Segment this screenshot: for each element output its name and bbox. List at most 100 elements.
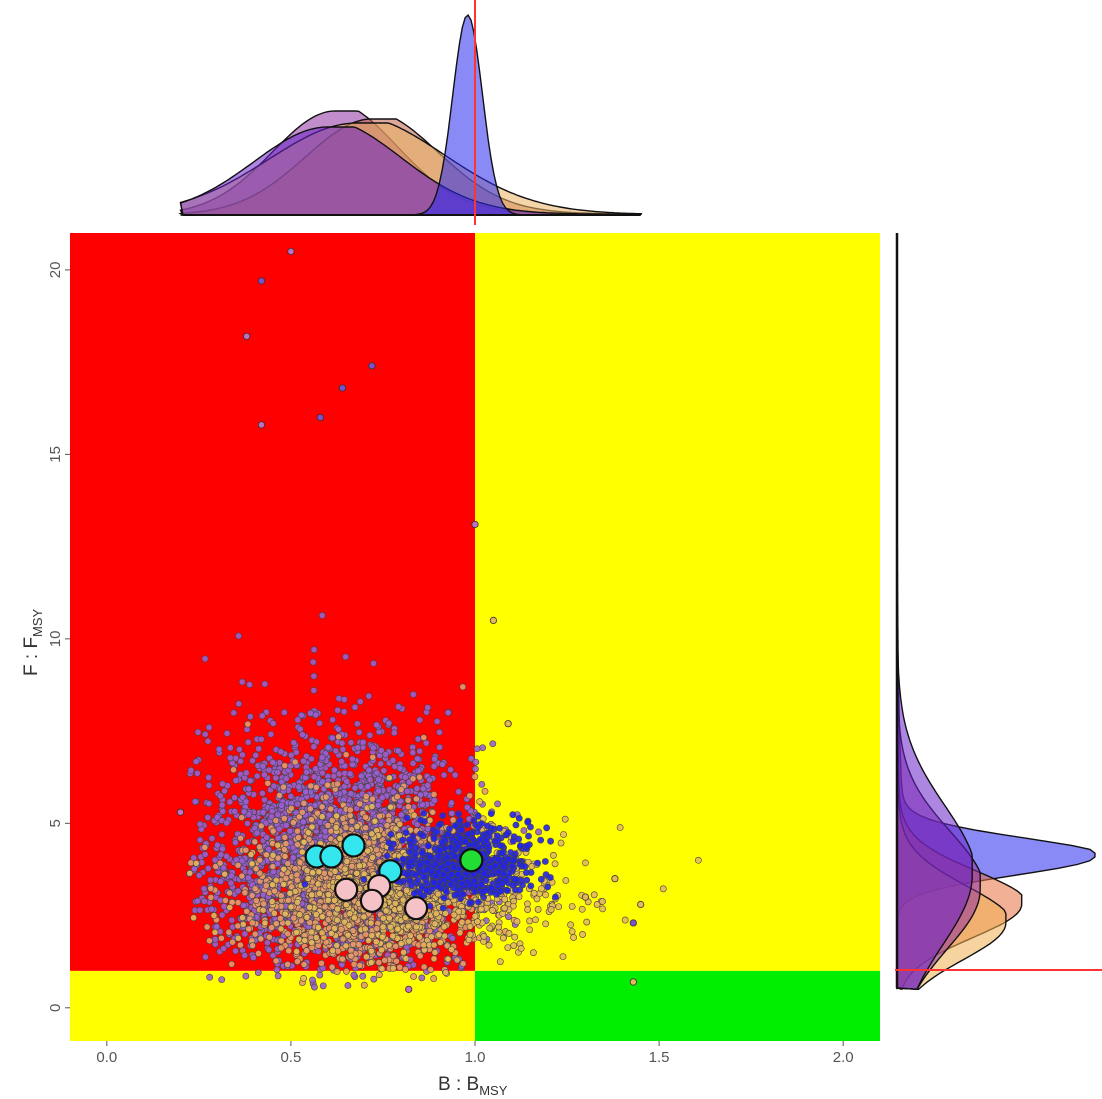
cloud-point-2 (353, 823, 361, 831)
cloud-point-2 (382, 907, 390, 915)
cloud-point-3 (487, 810, 495, 818)
cloud-point-2 (435, 931, 443, 939)
cloud-point-1 (289, 819, 297, 826)
cloud-point-2 (559, 953, 567, 961)
cloud-point-0 (303, 768, 310, 776)
cloud-point-2 (530, 949, 537, 957)
cloud-point-2 (294, 898, 301, 906)
cloud-point-0 (335, 725, 342, 733)
cloud-point-2 (593, 901, 601, 908)
cloud-point-1 (242, 846, 250, 854)
cloud-point-0 (478, 780, 486, 788)
cloud-point-0 (448, 809, 456, 817)
cloud-point-1 (291, 865, 299, 873)
cloud-point-3 (543, 824, 551, 832)
cloud-point-3 (420, 809, 428, 817)
cloud-point-2 (560, 831, 567, 838)
cloud-point-1 (256, 869, 264, 877)
cloud-point-1 (413, 795, 420, 803)
cloud-point-0 (221, 787, 228, 795)
cloud-point-0 (268, 813, 276, 821)
cloud-point-0 (292, 748, 300, 756)
cloud-point-2 (396, 890, 404, 898)
cloud-point-2 (304, 875, 312, 882)
cloud-point-2 (378, 933, 386, 941)
cloud-point-0 (208, 835, 216, 842)
cloud-point-1 (294, 827, 301, 835)
cloud-point-2 (477, 905, 485, 913)
cloud-point-3 (402, 829, 410, 837)
cloud-point-2 (397, 940, 405, 947)
cloud-point-1 (203, 923, 211, 931)
cloud-point-2 (259, 906, 267, 914)
cloud-point-2 (346, 910, 354, 918)
cloud-point-0 (318, 778, 326, 786)
cloud-point-0 (329, 716, 336, 724)
cloud-point-0 (373, 721, 380, 729)
cloud-point-0 (316, 719, 324, 727)
cloud-point-0 (265, 766, 273, 774)
cloud-point-2 (567, 921, 574, 929)
cloud-point-0 (205, 723, 213, 731)
cloud-point-3 (442, 888, 450, 896)
cloud-point-0 (230, 709, 238, 717)
cloud-point-2 (430, 955, 438, 963)
cloud-point-0 (194, 897, 202, 905)
cloud-point-0 (239, 751, 246, 759)
cloud-point-2 (410, 811, 418, 819)
cloud-point-0 (195, 872, 203, 879)
cloud-point-2 (351, 914, 358, 922)
cloud-point-1 (307, 816, 315, 824)
cloud-point-1 (255, 950, 262, 957)
cloud-point-0 (378, 794, 386, 802)
cloud-point-0 (354, 744, 362, 752)
cloud-point-2 (371, 817, 379, 825)
cloud-point-2 (312, 911, 320, 918)
cloud-point-1 (284, 961, 292, 968)
cloud-point-2 (379, 914, 387, 922)
cloud-point-0 (277, 748, 285, 756)
cloud-point-0 (274, 811, 282, 819)
cloud-point-1 (297, 917, 305, 925)
cloud-point-1 (278, 937, 285, 945)
cloud-point-2 (298, 848, 306, 856)
cloud-point-1 (229, 938, 236, 946)
cloud-point-1 (396, 963, 404, 971)
cloud-point-2 (455, 908, 463, 916)
cloud-point-0 (200, 897, 208, 905)
cloud-point-1 (401, 966, 409, 973)
cloud-point-1 (248, 919, 256, 927)
cloud-point-0 (311, 801, 319, 809)
cloud-point-0 (357, 783, 365, 790)
cloud-point-2 (621, 916, 629, 924)
cloud-point-1 (471, 773, 479, 781)
cloud-point-2 (248, 860, 256, 868)
cloud-point-0 (226, 744, 234, 752)
cloud-point-0 (289, 854, 297, 862)
cloud-point-2 (496, 958, 504, 966)
cloud-point-0 (416, 747, 424, 755)
cloud-point-0 (353, 720, 361, 728)
cloud-point-2 (308, 928, 315, 936)
cloud-point-1 (226, 889, 234, 897)
cloud-point-1 (293, 876, 301, 884)
cloud-point-1 (273, 920, 280, 928)
cloud-point-1 (453, 956, 461, 964)
cloud-point-2 (396, 832, 403, 839)
cloud-point-2 (293, 928, 300, 936)
cloud-point-0 (471, 765, 479, 773)
cloud-point-3 (537, 875, 545, 883)
cloud-point-1 (416, 773, 423, 781)
cloud-point-1 (335, 733, 342, 741)
cloud-point-1 (328, 963, 336, 971)
cloud-point-2 (471, 912, 479, 920)
cloud-point-0 (318, 769, 326, 777)
cloud-point-3 (360, 876, 368, 883)
cloud-point-2 (329, 947, 337, 954)
cloud-point-2 (281, 910, 289, 918)
cloud-point-0 (263, 833, 271, 841)
cloud-point-2 (389, 964, 397, 972)
cloud-point-2 (301, 937, 309, 944)
cloud-point-2 (489, 906, 496, 914)
cloud-point-2 (485, 941, 493, 949)
